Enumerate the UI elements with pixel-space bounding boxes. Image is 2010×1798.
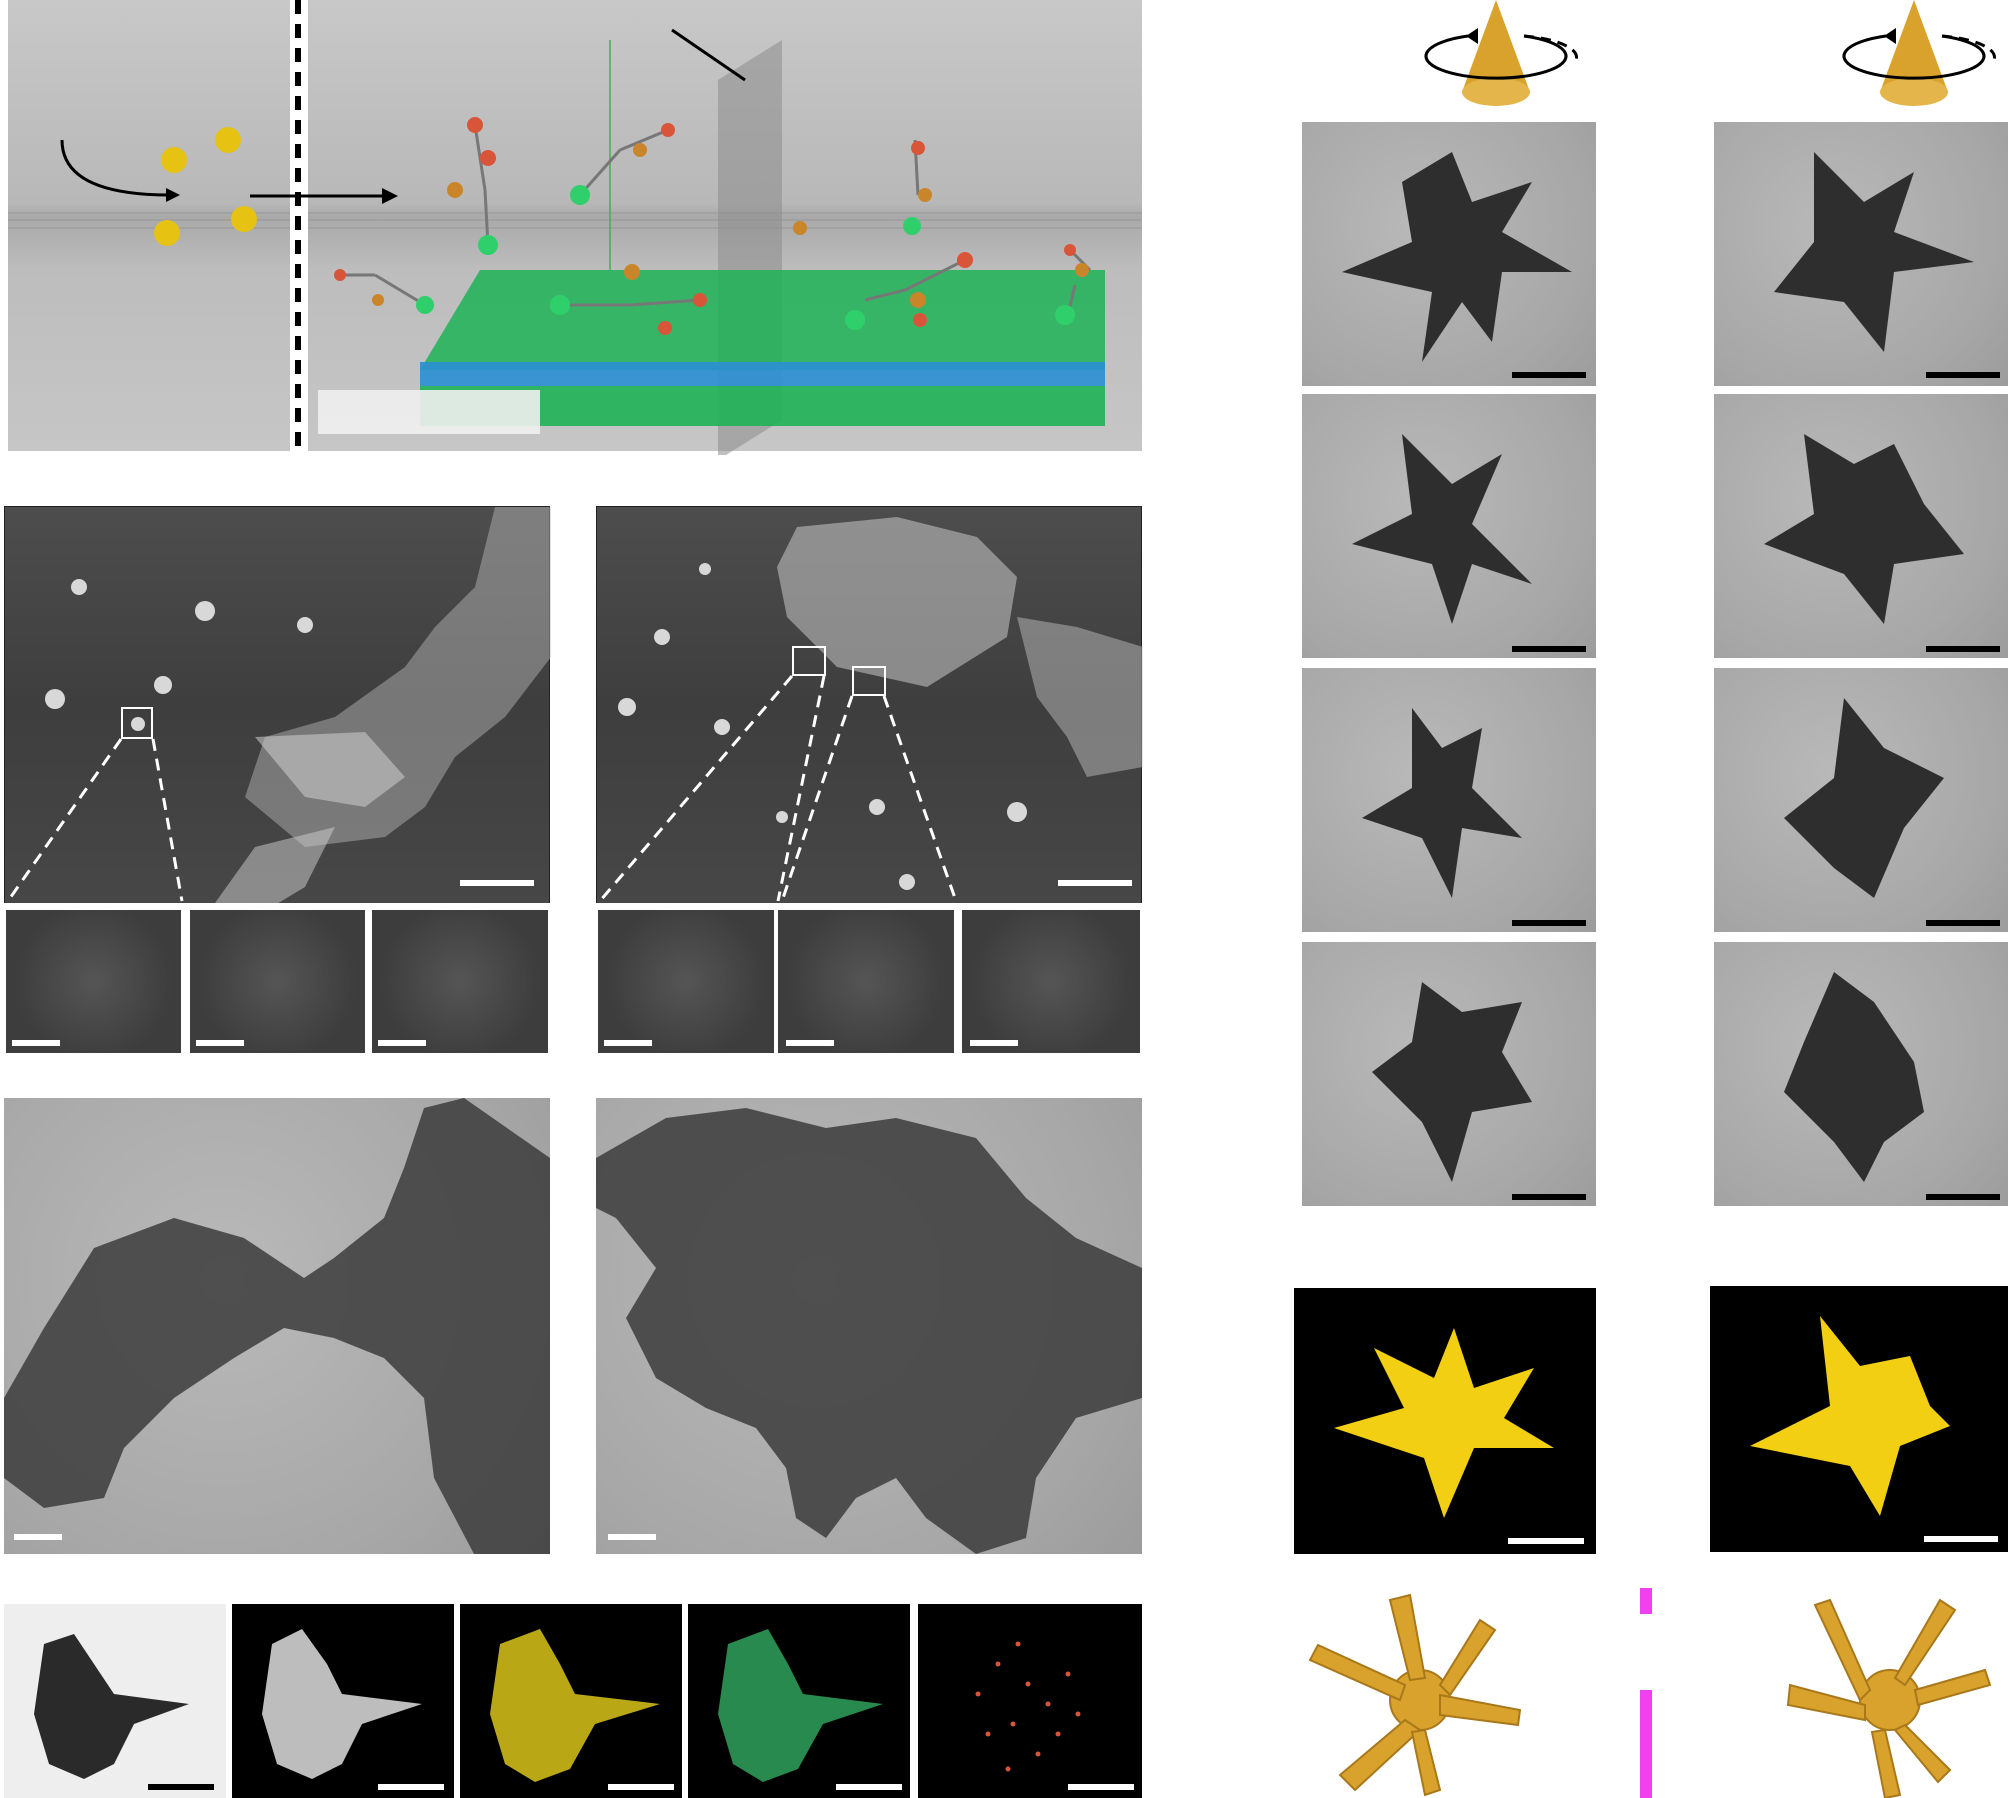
tem-overview-right bbox=[596, 1098, 1142, 1554]
scale-bar bbox=[1512, 920, 1586, 926]
scale-bar bbox=[1926, 646, 2000, 652]
sem-inset bbox=[778, 910, 954, 1053]
model-right bbox=[1786, 1598, 1992, 1798]
sem-left-particles bbox=[45, 507, 551, 917]
tem-tilt-image bbox=[1302, 122, 1596, 386]
scale-bar bbox=[1508, 1538, 1584, 1544]
sem-panel-right bbox=[596, 506, 1143, 906]
sem-inset bbox=[190, 910, 365, 1053]
tem-tilt-image bbox=[1714, 942, 2008, 1206]
tem-tilt-image bbox=[1302, 394, 1596, 658]
rotating-cone-icon bbox=[1424, 0, 1578, 106]
scale-bar bbox=[1926, 372, 2000, 378]
edx-map-green bbox=[688, 1604, 910, 1798]
tem-tilt-image bbox=[1714, 394, 2008, 658]
scale-bar bbox=[1926, 1194, 2000, 1200]
tomography-left bbox=[1294, 1288, 1596, 1554]
tem-tilt-image bbox=[1714, 668, 2008, 932]
scale-bar bbox=[1924, 1536, 1998, 1542]
tem-right-particles bbox=[596, 1108, 1142, 1554]
edx-tem bbox=[4, 1604, 226, 1798]
scale-bar bbox=[1058, 880, 1132, 886]
scale-bar bbox=[1068, 1784, 1134, 1790]
mirror-line bbox=[1640, 1588, 1652, 1614]
sem-inset bbox=[6, 910, 181, 1053]
scale-bar bbox=[608, 1534, 656, 1540]
scale-bar bbox=[836, 1784, 902, 1790]
mirror-line bbox=[1640, 1690, 1652, 1798]
scale-bar bbox=[378, 1784, 444, 1790]
sem-inset bbox=[962, 910, 1140, 1053]
rotating-cone-icon bbox=[1842, 0, 1996, 106]
sem-inset bbox=[598, 910, 774, 1053]
sem-panel-left bbox=[4, 506, 551, 917]
tem-tilt-image bbox=[1714, 122, 2008, 386]
sem-right-zoom-box bbox=[852, 666, 886, 696]
schematic-drawing bbox=[8, 28, 1142, 455]
model-left bbox=[1308, 1593, 1522, 1797]
scale-bar bbox=[1926, 920, 2000, 926]
edx-map-gold bbox=[460, 1604, 682, 1798]
scale-bar bbox=[786, 1040, 834, 1046]
scale-bar bbox=[378, 1040, 426, 1046]
edx-map-orange bbox=[918, 1604, 1142, 1798]
sem-left-zoom-box bbox=[121, 707, 153, 739]
scale-bar bbox=[1512, 372, 1586, 378]
scale-bar bbox=[970, 1040, 1018, 1046]
scale-bar bbox=[12, 1040, 60, 1046]
sem-inset bbox=[372, 910, 548, 1053]
scale-bar bbox=[460, 880, 534, 886]
sem-left-zoom-lines bbox=[6, 738, 184, 902]
tem-overview-left bbox=[4, 1098, 550, 1554]
sem-right-zoom-box bbox=[792, 646, 826, 676]
scale-bar bbox=[608, 1784, 674, 1790]
scale-bar bbox=[1512, 646, 1586, 652]
arrow-icon bbox=[250, 188, 398, 204]
scale-bar bbox=[14, 1534, 62, 1540]
gold-atoms bbox=[154, 127, 257, 246]
label-box bbox=[318, 390, 540, 434]
scale-bar bbox=[1512, 1194, 1586, 1200]
edx-haadf bbox=[232, 1604, 454, 1798]
scale-bar bbox=[196, 1040, 244, 1046]
sphere-slab bbox=[420, 270, 1105, 426]
scale-bar bbox=[604, 1040, 652, 1046]
curved-arrow-icon bbox=[60, 139, 171, 197]
tem-tilt-image bbox=[1302, 668, 1596, 932]
tomography-right bbox=[1710, 1286, 2008, 1552]
tem-tilt-image bbox=[1302, 942, 1596, 1206]
sem-right-particles bbox=[618, 517, 1143, 890]
scale-bar bbox=[148, 1784, 214, 1790]
tem-left-particles bbox=[4, 1098, 550, 1554]
dashed-divider bbox=[295, 0, 301, 451]
molecules bbox=[340, 124, 1092, 316]
sem-right-zoom-lines bbox=[598, 675, 958, 902]
